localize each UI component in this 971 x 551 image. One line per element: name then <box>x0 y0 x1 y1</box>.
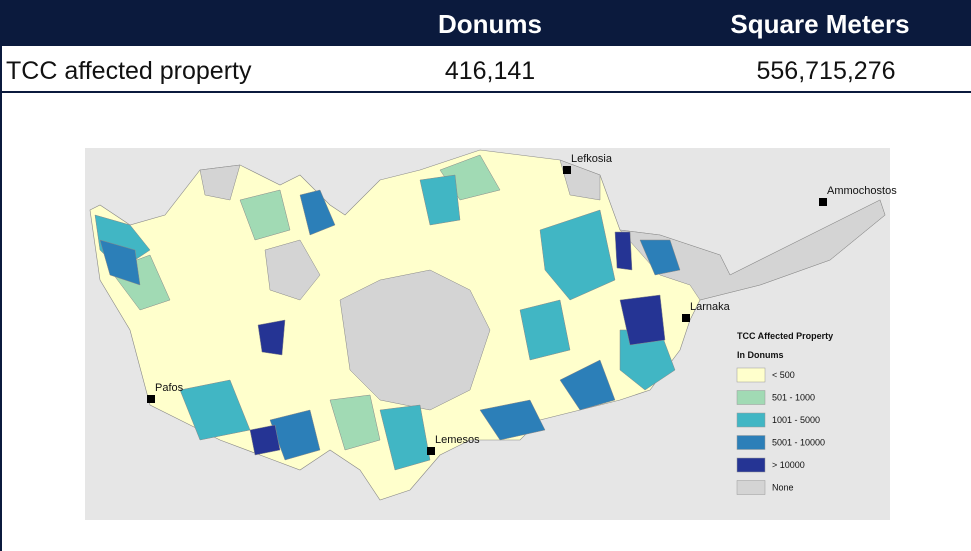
city-label: Ammochostos <box>827 185 897 197</box>
district <box>269 409 321 461</box>
legend-swatch <box>736 367 766 383</box>
city-label: Lemesos <box>435 434 480 446</box>
row-label: TCC affected property <box>6 57 252 85</box>
city-marker <box>563 166 571 174</box>
district <box>239 189 291 241</box>
district <box>559 359 616 411</box>
district <box>619 199 886 301</box>
legend-swatch <box>736 390 766 405</box>
district <box>379 404 431 471</box>
column-header: Donums <box>438 9 542 39</box>
district <box>299 189 336 236</box>
district <box>614 231 633 271</box>
district <box>257 319 286 356</box>
city-marker <box>819 198 827 206</box>
district <box>264 239 321 301</box>
district <box>249 424 281 456</box>
map: Lefkosia Ammochostos Larnaka Pafos Lemesos TC… <box>85 148 897 520</box>
legend-label: < 500 <box>772 370 795 380</box>
legend-title: TCC Affected Property <box>737 331 833 341</box>
district <box>479 399 546 441</box>
city-label: Pafos <box>155 382 184 394</box>
city-marker <box>682 314 690 322</box>
cell: 556,715,276 <box>756 57 895 85</box>
legend-label: > 10000 <box>772 460 805 470</box>
cell: 416,141 <box>445 57 535 85</box>
legend-swatch <box>736 435 766 450</box>
legend-subtitle: In Donums <box>737 350 784 360</box>
city-label: Larnaka <box>690 301 731 313</box>
legend-label: 501 - 1000 <box>772 393 815 403</box>
district <box>339 269 491 411</box>
district <box>199 164 241 201</box>
district <box>419 174 461 226</box>
legend-label: 1001 - 5000 <box>772 415 820 425</box>
district <box>329 394 381 451</box>
legend-label: None <box>772 483 794 493</box>
district <box>539 209 616 301</box>
district <box>619 294 666 346</box>
city-marker <box>147 395 155 403</box>
district <box>99 239 141 286</box>
city-marker <box>427 447 435 455</box>
column-header: Square Meters <box>730 9 909 39</box>
district <box>519 299 571 361</box>
legend-swatch <box>736 412 766 428</box>
table-header <box>0 0 971 46</box>
legend-swatch <box>736 480 766 495</box>
legend-swatch <box>736 457 766 473</box>
city-label: Lefkosia <box>571 153 613 165</box>
district <box>639 239 681 276</box>
legend-label: 5001 - 10000 <box>772 438 825 448</box>
